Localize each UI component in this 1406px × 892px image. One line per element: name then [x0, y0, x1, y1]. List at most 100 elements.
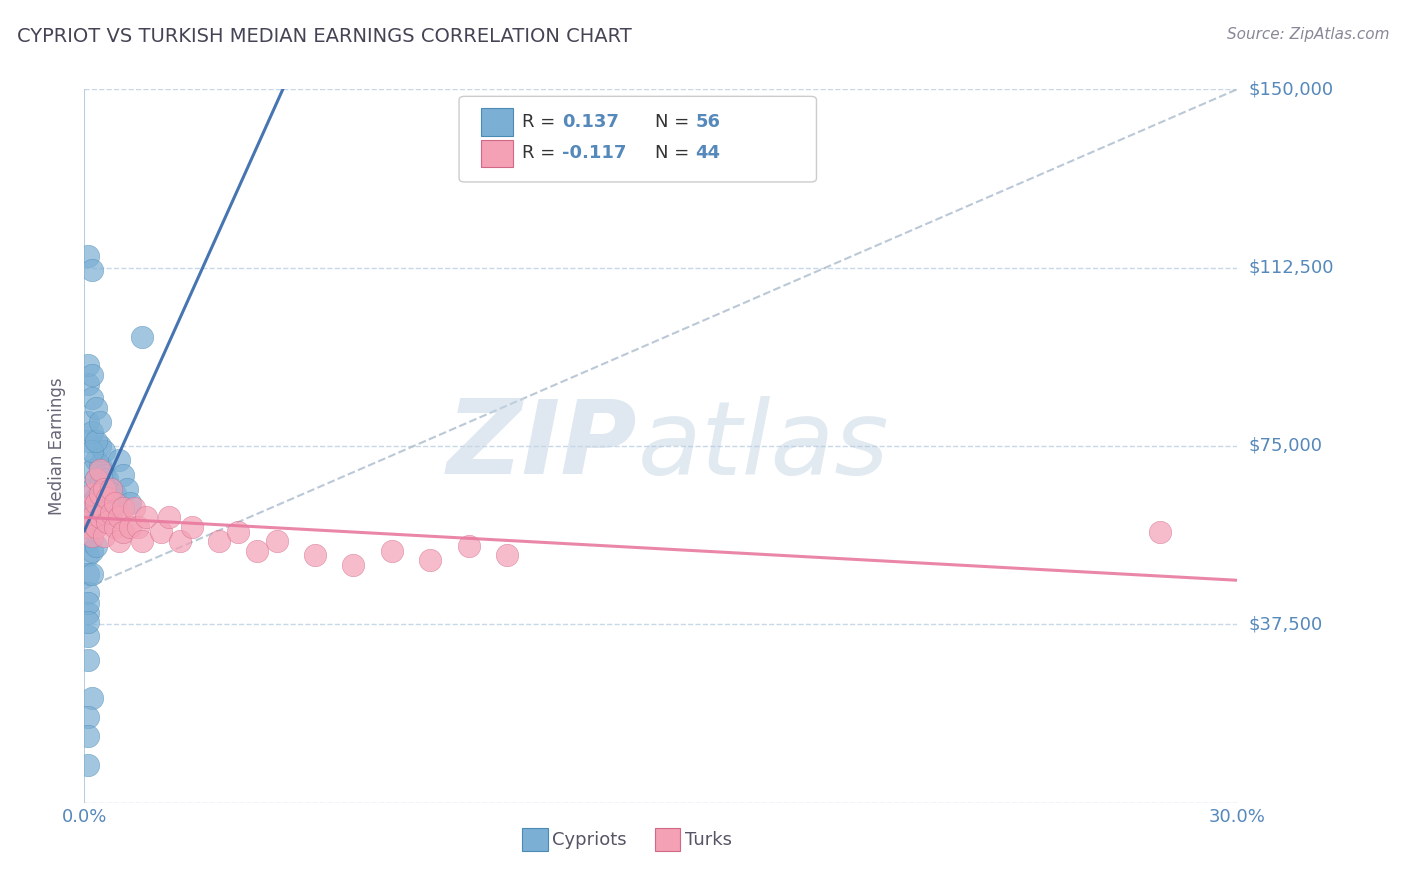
Point	[77, 377, 100, 392]
Point	[77, 653, 100, 667]
Point	[84, 401, 107, 415]
Point	[84, 539, 107, 553]
Point	[96, 472, 118, 486]
Point	[77, 757, 100, 772]
Point	[127, 520, 149, 534]
Point	[100, 482, 122, 496]
Point	[77, 586, 100, 600]
Point	[80, 443, 103, 458]
Point	[89, 439, 111, 453]
Text: 44: 44	[696, 145, 720, 162]
Point	[115, 482, 138, 496]
Point	[84, 472, 107, 486]
Point	[108, 510, 131, 524]
Y-axis label: Median Earnings: Median Earnings	[48, 377, 66, 515]
Point	[84, 472, 107, 486]
Text: $75,000: $75,000	[1249, 437, 1323, 455]
Bar	[481, 109, 513, 136]
Point	[89, 510, 111, 524]
Point	[84, 434, 107, 449]
Point	[77, 549, 100, 563]
Point	[100, 482, 122, 496]
Point	[104, 496, 127, 510]
Point	[77, 434, 100, 449]
Point	[100, 506, 122, 520]
Text: ZIP: ZIP	[447, 395, 638, 497]
Text: CYPRIOT VS TURKISH MEDIAN EARNINGS CORRELATION CHART: CYPRIOT VS TURKISH MEDIAN EARNINGS CORRE…	[17, 27, 631, 45]
Point	[181, 520, 204, 534]
Point	[93, 443, 115, 458]
Text: N =: N =	[655, 113, 695, 131]
FancyBboxPatch shape	[460, 96, 817, 182]
Point	[77, 567, 100, 582]
Point	[80, 543, 103, 558]
Point	[77, 358, 100, 372]
Point	[77, 520, 100, 534]
Point	[93, 482, 115, 496]
Point	[342, 558, 364, 572]
Point	[108, 453, 131, 467]
Point	[93, 506, 115, 520]
Point	[84, 515, 107, 529]
Point	[80, 392, 103, 406]
Point	[84, 453, 107, 467]
Point	[77, 500, 100, 515]
Text: 56: 56	[696, 113, 720, 131]
Point	[96, 491, 118, 506]
Point	[77, 596, 100, 610]
Point	[89, 477, 111, 491]
Point	[77, 500, 100, 515]
Point	[124, 500, 146, 515]
Point	[84, 520, 107, 534]
Bar	[523, 829, 548, 851]
Point	[111, 500, 134, 515]
Text: atlas: atlas	[638, 396, 889, 496]
Point	[419, 553, 441, 567]
Point	[104, 486, 127, 500]
Text: $112,500: $112,500	[1249, 259, 1334, 277]
Point	[89, 486, 111, 500]
Point	[111, 524, 134, 539]
Point	[93, 529, 115, 543]
Point	[108, 534, 131, 549]
Point	[131, 329, 153, 343]
Point	[77, 615, 100, 629]
Point	[80, 463, 103, 477]
Point	[77, 629, 100, 643]
Point	[77, 534, 100, 549]
Point	[77, 520, 100, 534]
Text: -0.117: -0.117	[561, 145, 626, 162]
Point	[93, 491, 115, 506]
Point	[80, 567, 103, 582]
Point	[496, 549, 519, 563]
Point	[96, 496, 118, 510]
Point	[381, 543, 404, 558]
Point	[89, 500, 111, 515]
Text: R =: R =	[523, 113, 561, 131]
Point	[80, 482, 103, 496]
Text: $37,500: $37,500	[1249, 615, 1323, 633]
Point	[77, 415, 100, 429]
Point	[89, 458, 111, 472]
Point	[135, 510, 157, 524]
Point	[84, 491, 107, 506]
Point	[157, 510, 180, 524]
Point	[457, 539, 479, 553]
Point	[1149, 524, 1171, 539]
Point	[80, 368, 103, 382]
Point	[84, 496, 107, 510]
Point	[208, 534, 231, 549]
Text: R =: R =	[523, 145, 561, 162]
Bar	[655, 829, 681, 851]
Point	[80, 529, 103, 543]
Text: Cypriots: Cypriots	[553, 831, 627, 849]
Point	[226, 524, 249, 539]
Point	[80, 691, 103, 706]
Point	[89, 415, 111, 429]
Point	[120, 496, 142, 510]
Point	[77, 249, 100, 263]
Point	[111, 467, 134, 482]
Point	[169, 534, 191, 549]
Point	[96, 515, 118, 529]
Text: $150,000: $150,000	[1249, 80, 1333, 98]
